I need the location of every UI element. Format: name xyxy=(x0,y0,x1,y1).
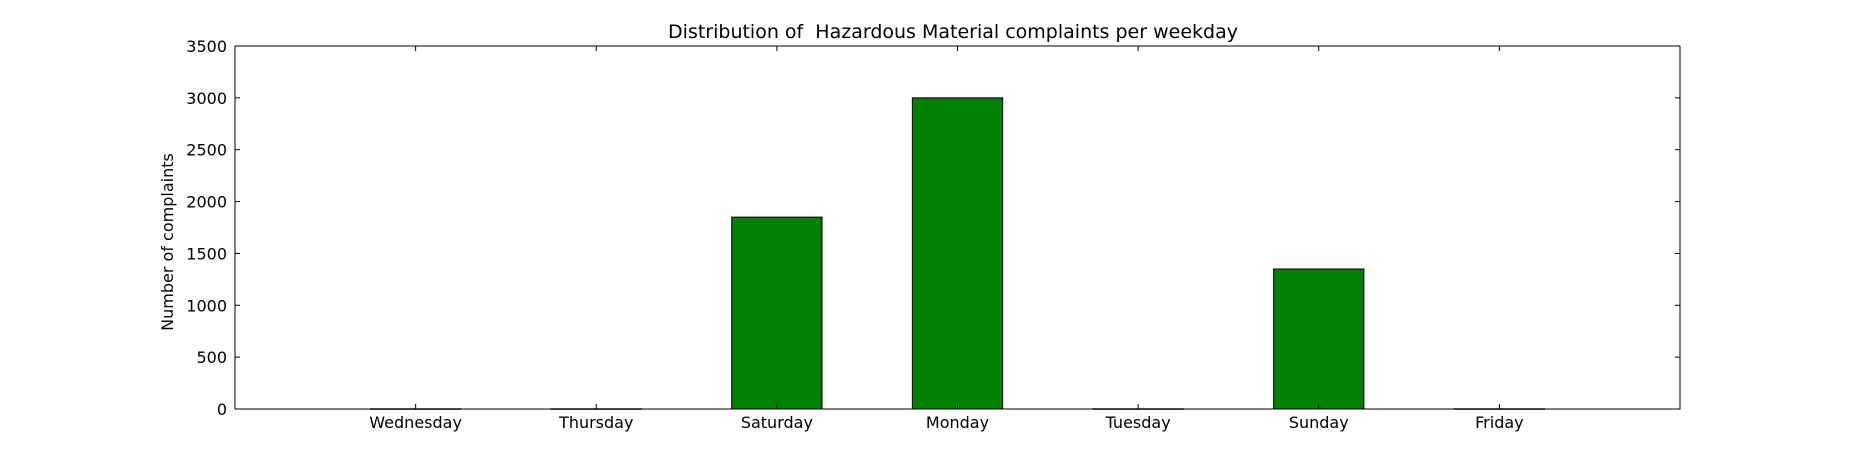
x-tick-label-wednesday: Wednesday xyxy=(369,413,462,432)
y-tick-label: 3000 xyxy=(186,89,227,108)
y-tick-label: 3500 xyxy=(186,37,227,56)
x-tick-label-thursday: Thursday xyxy=(558,413,633,432)
chart-title: Distribution of Hazardous Material compl… xyxy=(668,21,1238,43)
y-tick-label: 2500 xyxy=(186,141,227,160)
y-axis-label: Number of complaints xyxy=(158,153,177,331)
x-tick-label-monday: Monday xyxy=(926,413,989,432)
y-tick-label: 1000 xyxy=(186,296,227,315)
ticks-layer: Wednesday Thursday Saturday Monday Tuesday Su… xyxy=(186,37,1680,432)
y-tick-label: 0 xyxy=(217,400,227,419)
bar-saturday xyxy=(731,216,823,410)
bars-layer xyxy=(369,97,1546,410)
y-tick-label: 1500 xyxy=(186,244,227,263)
x-tick-label-tuesday: Tuesday xyxy=(1105,413,1171,432)
y-tick-label: 2000 xyxy=(186,193,227,212)
bar-monday xyxy=(911,97,1004,410)
bar-sunday xyxy=(1273,268,1365,410)
x-tick-label-sunday: Sunday xyxy=(1289,413,1349,432)
x-tick-label-saturday: Saturday xyxy=(741,413,813,432)
plot-frame xyxy=(234,45,1681,410)
x-tick-label-friday: Friday xyxy=(1475,413,1524,432)
y-tick-label: 500 xyxy=(196,348,227,367)
